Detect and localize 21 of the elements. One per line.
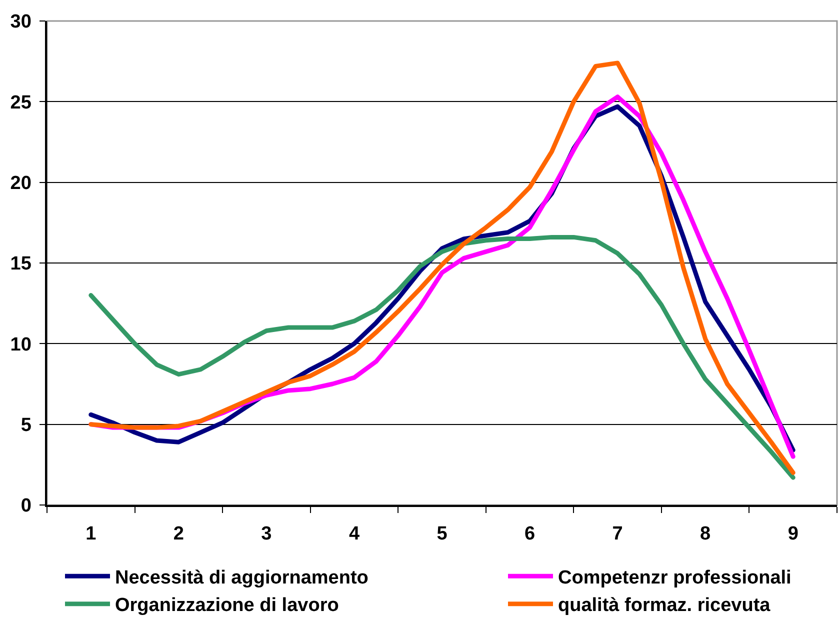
x-tick-label: 7 — [612, 524, 623, 545]
y-tick-label: 25 — [10, 92, 32, 114]
y-tick-label: 20 — [10, 172, 32, 194]
x-tick-label: 1 — [86, 524, 97, 545]
legend-label: Necessità di aggiornamento — [115, 568, 368, 589]
x-tick-label: 6 — [524, 524, 536, 545]
y-tick-label: 15 — [10, 254, 32, 275]
y-tick-label: 5 — [20, 414, 32, 436]
x-tick-label: 2 — [173, 524, 184, 545]
legend-label: Organizzazione di lavoro — [115, 595, 339, 616]
y-tick-label: 0 — [20, 496, 32, 517]
x-tick-label: 5 — [436, 524, 448, 545]
x-tick-label: 3 — [261, 524, 272, 545]
x-tick-label: 8 — [700, 524, 711, 545]
line-series — [88, 234, 796, 480]
y-tick-label: 30 — [10, 12, 32, 33]
legend-label: qualità formaz. ricevuta — [558, 595, 771, 616]
x-tick-label: 9 — [788, 524, 798, 545]
y-tick-label: 10 — [10, 334, 32, 356]
x-tick-label: 4 — [348, 524, 360, 545]
legend-label: Competenzr professionali — [558, 568, 792, 589]
